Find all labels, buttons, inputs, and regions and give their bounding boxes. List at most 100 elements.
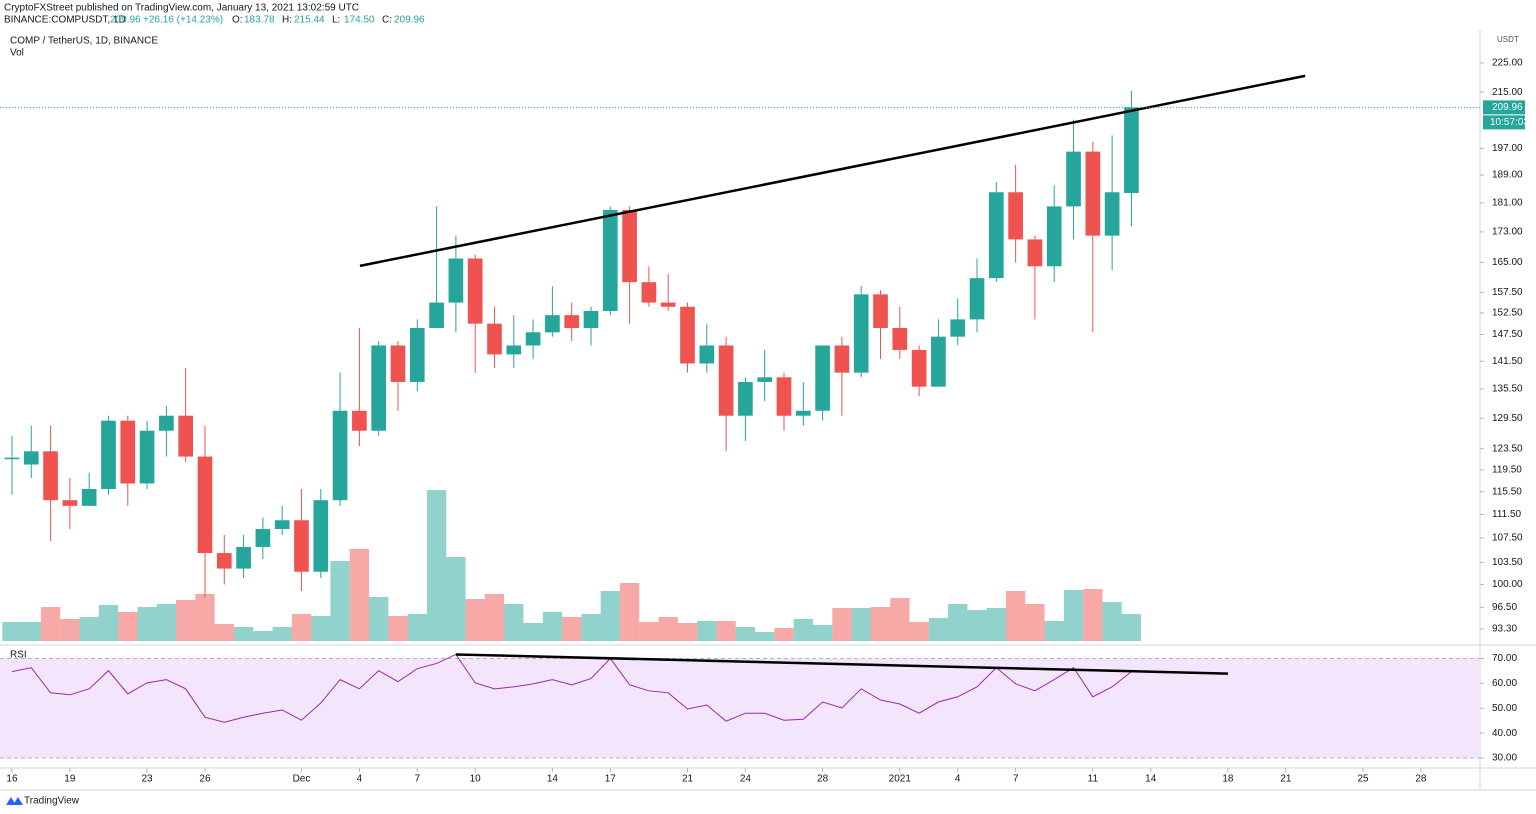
y-tick-label: 157.50: [1492, 287, 1523, 298]
candle-body: [506, 345, 522, 355]
candle-body: [274, 520, 290, 530]
x-tick-label: Dec: [293, 774, 311, 785]
candle-body: [1046, 206, 1062, 267]
candle-body: [1124, 107, 1139, 194]
symbol: BINANCE:COMPUSDT, 1D: [4, 15, 126, 26]
y-tick-label: 135.50: [1492, 384, 1523, 395]
rsi-line: [11, 653, 1132, 723]
rsi-label: RSI: [10, 650, 27, 661]
candle-body: [101, 420, 116, 489]
volume-bar: [986, 608, 1006, 641]
volume-bar: [812, 625, 833, 641]
y-tick-label: 119.50: [1492, 465, 1522, 476]
volume-bar: [716, 621, 736, 641]
volume-bar: [349, 549, 370, 641]
x-tick-label: 25: [1357, 774, 1369, 785]
volume-bar: [832, 608, 852, 641]
ohlc-label: C:: [382, 15, 392, 26]
volume-bar: [98, 605, 119, 641]
x-tick-label: 10: [470, 774, 482, 785]
candle-body: [294, 520, 309, 572]
volume-bar: [851, 608, 871, 641]
volume-bar: [2, 622, 22, 641]
x-tick-label: 4: [955, 774, 961, 785]
volume-bar: [928, 618, 949, 641]
volume-bar: [581, 614, 601, 641]
y-tick-label: 141.50: [1492, 356, 1523, 367]
volume-bar: [639, 622, 659, 641]
volume-bar: [1044, 621, 1064, 641]
logo-icon: [6, 797, 23, 805]
ohlc-value: 183.78: [244, 15, 275, 26]
candle-body: [216, 553, 232, 569]
candle-body: [892, 327, 908, 350]
last-price-box: [1483, 100, 1525, 115]
volume-bar: [407, 614, 427, 641]
x-tick-label: 28: [817, 774, 829, 785]
volume-bar: [465, 599, 485, 641]
y-tick-label: 129.50: [1492, 413, 1523, 424]
x-tick-label: 14: [547, 774, 559, 785]
y-tick-label: 152.50: [1492, 308, 1523, 319]
volume-bar: [1025, 604, 1045, 641]
y-tick-label: 111.50: [1492, 509, 1522, 520]
candle-body: [776, 377, 792, 416]
volume-bar: [253, 631, 273, 641]
candle-body: [602, 209, 618, 311]
candle-body: [853, 294, 869, 373]
candle-body: [197, 456, 213, 554]
candle-body: [911, 349, 927, 387]
x-tick-label: 14: [1145, 774, 1157, 785]
y-tick-label: 100.00: [1492, 579, 1523, 590]
volume-bar: [1121, 614, 1142, 641]
rsi-trendline: [455, 653, 1228, 675]
candle-body: [371, 345, 387, 431]
rsi-tick-label: 50.00: [1492, 703, 1517, 714]
volume-bar: [369, 597, 389, 641]
x-tick-label: 28: [1415, 774, 1427, 785]
candle-body: [699, 345, 715, 364]
x-tick-label: 18: [1222, 774, 1234, 785]
candle-body: [409, 327, 425, 382]
volume-bar: [446, 557, 466, 641]
x-tick-label: 7: [1013, 774, 1019, 785]
volume-bar: [426, 490, 447, 641]
candle-body: [641, 282, 657, 303]
y-tick-label: 123.50: [1492, 443, 1523, 454]
volume-bar: [176, 600, 196, 641]
y-tick-label: 173.00: [1492, 227, 1523, 238]
volume-bar: [214, 624, 234, 641]
x-tick-label: 7: [415, 774, 421, 785]
y-tick-label: 215.00: [1492, 87, 1523, 98]
volume-bar: [735, 627, 756, 641]
ohlc-value: 174.50: [344, 15, 375, 26]
candle-body: [487, 323, 502, 355]
volume-bar: [619, 583, 640, 641]
candle-body: [1085, 151, 1101, 236]
y-tick-label: 189.00: [1492, 170, 1523, 181]
volume-bar: [1083, 589, 1103, 641]
currency: USDT: [1497, 35, 1519, 44]
x-tick-label: 17: [605, 774, 617, 785]
candle-body: [738, 381, 753, 416]
x-tick-label: 11: [1088, 774, 1099, 785]
candle-body: [139, 430, 155, 484]
volume-bar: [118, 612, 138, 641]
candle-body: [4, 457, 20, 460]
y-tick-label: 147.50: [1492, 329, 1523, 340]
x-tick-label: 23: [142, 774, 154, 785]
candle-body: [1066, 151, 1081, 207]
volume-bar: [233, 627, 254, 641]
y-tick-label: 115.50: [1492, 486, 1522, 497]
volume-bar: [40, 607, 61, 641]
volume-bar: [291, 614, 312, 641]
ohlc-label: L:: [332, 15, 340, 26]
y-tick-label: 165.00: [1492, 257, 1523, 268]
volume-bar: [793, 619, 813, 641]
candle-body: [352, 410, 367, 431]
publisher: CryptoFXStreet published on TradingView.…: [4, 3, 359, 14]
candle-body: [448, 258, 464, 303]
x-tick-label: 2021: [889, 774, 912, 785]
ohlc-label: O:: [232, 15, 243, 26]
candle-body: [545, 315, 560, 333]
